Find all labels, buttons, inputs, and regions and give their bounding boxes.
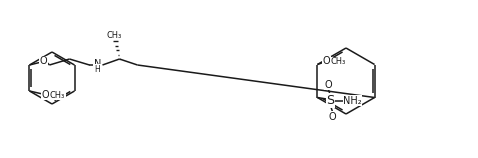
Text: O: O [328, 112, 336, 122]
Text: N: N [94, 59, 101, 69]
Text: S: S [326, 94, 335, 107]
Text: O: O [42, 90, 49, 100]
Text: CH₃: CH₃ [50, 91, 65, 100]
Text: O: O [325, 79, 332, 89]
Text: O: O [323, 57, 330, 67]
Text: CH₃: CH₃ [107, 30, 122, 40]
Text: H: H [95, 64, 100, 73]
Text: CH₃: CH₃ [331, 57, 346, 66]
Text: O: O [40, 56, 47, 66]
Text: NH₂: NH₂ [343, 95, 362, 106]
